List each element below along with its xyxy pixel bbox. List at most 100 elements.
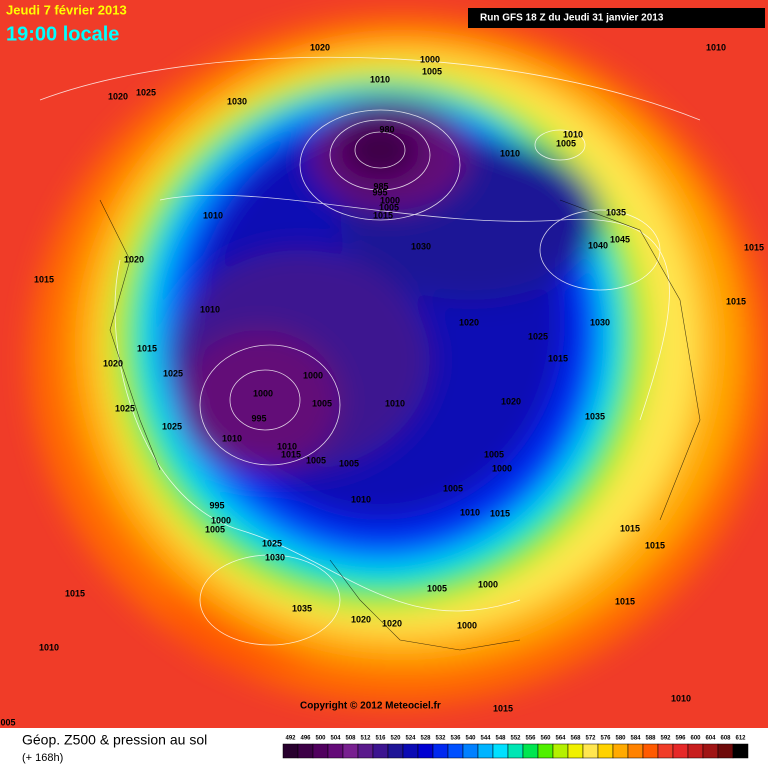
field-band: [180, 330, 340, 470]
run-box: [468, 8, 765, 28]
scale-swatch: [327, 743, 344, 759]
scale-swatch: [702, 743, 719, 759]
isobar-label: 1030: [590, 317, 610, 327]
isobar-label: 995: [209, 500, 224, 510]
isobar-label: 980: [379, 124, 394, 134]
isobar-label: 1010: [563, 129, 583, 139]
scale-label: 532: [435, 736, 446, 742]
isobar-label: 985: [373, 181, 388, 191]
scale-label: 556: [525, 736, 536, 742]
scale-label: 492: [285, 736, 296, 742]
scale-swatch: [372, 743, 389, 759]
scale-swatch: [507, 743, 524, 759]
isobar-label: 1015: [726, 296, 746, 306]
scale-swatch: [342, 743, 359, 759]
run: Run GFS 18 Z du Jeudi 31 janvier 2013: [480, 13, 664, 24]
scale-swatch: [567, 743, 584, 759]
scale-label: 596: [675, 736, 686, 742]
scale-label: 592: [660, 736, 671, 742]
isobar-label: 1020: [459, 317, 479, 327]
scale-swatch: [492, 743, 509, 759]
isobar-label: 1015: [137, 343, 157, 353]
scale-swatch: [312, 743, 329, 759]
isobar-label: 1000: [457, 620, 477, 630]
scale-label: 548: [495, 736, 506, 742]
scale-label: 520: [390, 736, 401, 742]
isobar-label: 1030: [265, 552, 285, 562]
scale-swatch: [462, 743, 479, 759]
scale-label: 504: [330, 736, 341, 742]
field-band: [340, 120, 420, 180]
isobar-label: 1040: [588, 240, 608, 250]
isobar-label: 1005: [427, 583, 447, 593]
color-scale: 492 496 500 504 508 512 516 520 524 528 532 536 540 5…: [282, 736, 749, 759]
scale-label: 604: [705, 736, 716, 742]
isobar-label: 1005: [379, 202, 399, 212]
scale-swatch: [687, 743, 704, 759]
scale-swatch: [657, 743, 674, 759]
scale-swatch: [447, 743, 464, 759]
scale-swatch: [612, 743, 629, 759]
scale-swatch: [297, 743, 314, 759]
isobar-label: 1035: [606, 207, 626, 217]
isobar-label: 1000: [211, 515, 231, 525]
scale-swatch: [732, 743, 749, 759]
isobar-label: 1015: [65, 588, 85, 598]
isobar-label: 1010: [706, 42, 726, 52]
scale-swatch: [597, 743, 614, 759]
scale-label: 528: [420, 736, 431, 742]
scale-label: 608: [720, 736, 731, 742]
isobar-label: 1010: [351, 494, 371, 504]
isobar-label: 1000: [253, 388, 273, 398]
scale-label: 584: [630, 736, 641, 742]
footer-title: Géop. Z500 & pression au sol: [22, 732, 207, 748]
isobar-label: 1030: [227, 96, 247, 106]
date: Jeudi 7 février 2013: [6, 2, 127, 17]
geopotential-field: [30, 15, 768, 705]
isobar-label: 1020: [103, 358, 123, 368]
isobar-label: 1010: [222, 433, 242, 443]
isobar-label: 1015: [620, 523, 640, 533]
isobar-label: 1030: [411, 241, 431, 251]
isobar-label: 1005: [484, 449, 504, 459]
isobar-label: 1025: [162, 421, 182, 431]
isobar-label: 1010: [671, 693, 691, 703]
isobar-label: 995: [372, 187, 387, 197]
scale-swatch: [582, 743, 599, 759]
isobar-label: 1020: [351, 614, 371, 624]
isobar-label: 1010: [460, 507, 480, 517]
scale-label: 508: [345, 736, 356, 742]
scale-swatch: [627, 743, 644, 759]
copyright: Copyright © 2012 Meteociel.fr: [300, 701, 441, 712]
isobar-label: 1025: [163, 368, 183, 378]
isobar-label: 1020: [124, 254, 144, 264]
scale-swatch: [672, 743, 689, 759]
isobar-label: 1045: [610, 234, 630, 244]
scale-label: 512: [360, 736, 371, 742]
isobar-label: 1005: [556, 138, 576, 148]
scale-label: 496: [300, 736, 311, 742]
isobar-label: 1000: [303, 370, 323, 380]
isobar-label: 1005: [312, 398, 332, 408]
scale-label: 600: [690, 736, 701, 742]
scale-label: 560: [540, 736, 551, 742]
isobar-label: 005: [0, 717, 15, 727]
isobar-label: 1000: [478, 579, 498, 589]
isobar-label: 1020: [382, 618, 402, 628]
isobar-label: 1025: [115, 403, 135, 413]
scale-label: 612: [735, 736, 746, 742]
scale-label: 580: [615, 736, 626, 742]
isobar-label: 1035: [585, 411, 605, 421]
scale-swatch: [477, 743, 494, 759]
scale-label: 536: [450, 736, 461, 742]
isobar-label: 1000: [420, 54, 440, 64]
scale-swatch: [432, 743, 449, 759]
isobar-label: 1020: [501, 396, 521, 406]
scale-label: 572: [585, 736, 596, 742]
scale-label: 564: [555, 736, 566, 742]
scale-swatch: [402, 743, 419, 759]
isobar-label: 1015: [744, 242, 764, 252]
isobar-label: 1025: [262, 538, 282, 548]
